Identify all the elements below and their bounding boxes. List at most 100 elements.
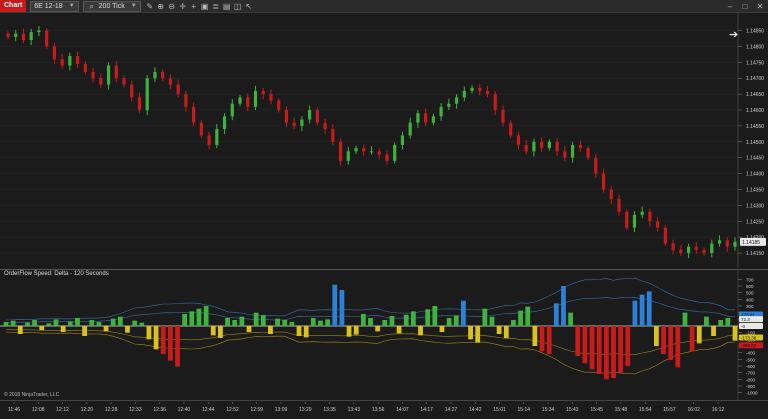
time-tick-label: 13:09: [275, 407, 288, 413]
candle-body: [555, 141, 559, 152]
delta-bar: [189, 311, 195, 326]
candle-body: [37, 30, 41, 33]
delta-bar: [532, 326, 538, 346]
candle-body: [354, 148, 358, 152]
candle-body: [215, 129, 219, 145]
candle-body: [246, 97, 250, 107]
delta-value-label: -173.36: [741, 335, 757, 340]
plus-icon[interactable]: +: [191, 1, 197, 11]
zoom-in-icon[interactable]: ⊕: [157, 1, 165, 11]
close-icon[interactable]: ✕: [756, 1, 764, 11]
delta-tick-label: 400: [746, 297, 754, 302]
candle-body: [578, 144, 582, 149]
candle-body: [308, 110, 312, 120]
candle-body: [331, 129, 335, 142]
candle-body: [230, 103, 234, 117]
candle-body: [176, 84, 180, 95]
candle-body: [60, 59, 64, 66]
zoom-out-icon[interactable]: ⊖: [168, 1, 176, 11]
price-tick-label: 1.14550: [746, 124, 764, 130]
chevron-down-icon: ▼: [68, 2, 75, 9]
candle-body: [625, 211, 629, 228]
candle-body: [671, 243, 675, 250]
crosshair-icon[interactable]: ✛: [179, 1, 187, 11]
delta-bar: [60, 326, 66, 332]
candle-body: [284, 110, 289, 123]
delta-bar: [175, 326, 180, 367]
delta-bar: [218, 326, 223, 338]
delta-bar: [117, 316, 123, 326]
candle-body: [377, 151, 381, 155]
candle-body: [346, 151, 350, 161]
time-tick-label: 15:57: [663, 407, 676, 413]
price-tick-label: 1.14750: [746, 60, 764, 66]
delta-bar: [296, 326, 302, 336]
delta-value-badge: [739, 311, 763, 318]
candle-body: [609, 189, 613, 200]
candle-body: [733, 241, 737, 247]
time-tick-label: 14:17: [420, 407, 433, 413]
time-tick-label: 15:34: [542, 407, 555, 413]
time-tick-label: 14:42: [469, 407, 482, 413]
properties-icon[interactable]: ≣: [212, 1, 220, 11]
time-tick-label: 11:46: [8, 407, 20, 413]
delta-value-label: 72.3: [741, 317, 750, 322]
delta-bar: [239, 316, 245, 326]
delta-bar: [511, 320, 516, 326]
template-icon[interactable]: ▤: [222, 1, 231, 11]
candle-body: [447, 103, 451, 107]
delta-bar: [418, 326, 423, 336]
time-tick-label: 12:28: [105, 407, 118, 413]
delta-bar: [582, 326, 588, 364]
interval-selector[interactable]: ⌕ 200 Tick ▼: [82, 0, 141, 12]
time-tick-label: 12:40: [178, 407, 191, 413]
candle-body: [570, 144, 575, 158]
price-tick-label: 1.14800: [746, 44, 764, 50]
candle-body: [431, 116, 435, 123]
minimize-icon[interactable]: –: [727, 1, 733, 11]
chart-tab[interactable]: Chart: [0, 0, 27, 12]
candle-body: [594, 157, 598, 174]
candle-body: [509, 122, 513, 136]
candle-body: [601, 173, 606, 190]
time-tick-label: 15:14: [518, 407, 531, 413]
candle-body: [207, 135, 211, 145]
time-tick-label: 16:12: [712, 407, 725, 413]
candle-body: [563, 151, 567, 158]
candle-body: [416, 113, 420, 123]
delta-bar: [661, 326, 666, 354]
delta-bar: [603, 326, 609, 380]
pencil-icon[interactable]: ✎: [146, 1, 154, 11]
arrow-right-icon[interactable]: ➔: [729, 29, 739, 41]
candle-body: [648, 211, 652, 222]
delta-tick-label: -1000: [746, 391, 758, 396]
cursor-icon[interactable]: ↖: [245, 1, 253, 11]
time-axis-labels: 11:46 12:08 12:12 12:20 12:28 12:33 12:36 12:40…: [8, 402, 725, 413]
candle-body: [137, 97, 142, 111]
price-panel[interactable]: 1.14850 1.14800 1.14750 1.14700 1.14650 1.146…: [0, 13, 768, 268]
delta-band-line: [5, 296, 735, 323]
delta-value-label: -288.92: [741, 343, 757, 348]
window-icon[interactable]: ◫: [233, 1, 242, 11]
time-tick-label: 12:36: [153, 407, 166, 413]
maximize-icon[interactable]: □: [742, 1, 748, 11]
last-price-badge: [740, 237, 766, 246]
price-tick-label: 1.14700: [746, 76, 764, 82]
chevron-down-icon: ▼: [130, 2, 137, 9]
time-tick-label: 12:33: [129, 407, 142, 413]
delta-bar: [503, 326, 509, 338]
candle-body: [694, 246, 698, 250]
candle-body: [393, 144, 397, 161]
delta-bar: [160, 326, 166, 354]
delta-bar: [353, 326, 359, 335]
instrument-selector[interactable]: 6E 12-18 ▼: [30, 0, 79, 12]
candle-body: [485, 90, 490, 95]
delta-bar: [589, 326, 595, 370]
candle-body: [656, 221, 660, 228]
delta-bar: [568, 312, 574, 326]
delta-bar: [253, 312, 259, 326]
search-icon: ⌕: [89, 1, 94, 11]
indicator-panel[interactable]: 7006005004003002001000-100-200-300-400-5…: [0, 269, 768, 400]
instrument-value: 6E 12-18: [34, 2, 63, 10]
box-icon[interactable]: ▣: [200, 1, 209, 11]
